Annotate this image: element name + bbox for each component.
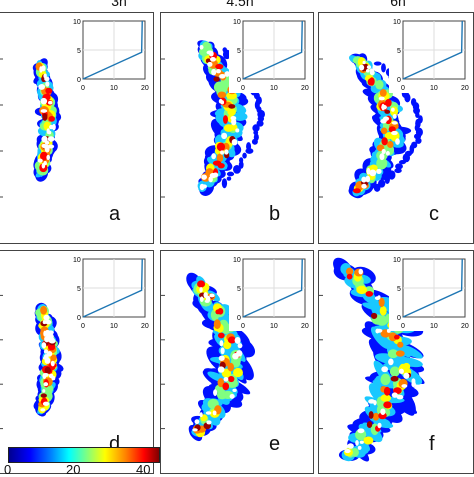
inset-ramp-line <box>82 258 143 318</box>
inset-x-tick: 0 <box>241 323 245 330</box>
inset-svg: 0 10 20 0 5 10 <box>393 257 469 330</box>
inset-plot: 0 10 20 0 5 10 <box>389 255 473 331</box>
panel-label: e <box>269 433 281 455</box>
inset-x-tick: 20 <box>461 85 469 92</box>
inset-y-tick: 0 <box>77 77 81 84</box>
inset-y-tick: 10 <box>393 19 401 26</box>
inset-ramp-line <box>402 258 463 318</box>
inset-x-tick: 20 <box>301 85 309 92</box>
inset-y-tick: 5 <box>77 286 81 293</box>
inset-y-tick: 0 <box>77 315 81 322</box>
inset-ramp-line <box>402 20 463 80</box>
inset-y-tick: 10 <box>73 19 81 26</box>
panel-label: c <box>429 203 439 225</box>
inset-svg: 0 10 20 0 5 10 <box>393 19 469 92</box>
heatmap-field <box>161 272 256 442</box>
column-title-2: 4.5h <box>226 0 254 9</box>
panel-label: f <box>429 433 435 455</box>
inset-x-tick: 10 <box>270 85 278 92</box>
inset-plot: 0 10 20 0 5 10 <box>389 17 473 93</box>
inset-x-tick: 20 <box>141 85 149 92</box>
inset-x-tick: 20 <box>301 323 309 330</box>
heatmap-field <box>319 53 423 199</box>
inset-ramp-line <box>242 20 303 80</box>
inset-y-tick: 5 <box>237 286 241 293</box>
inset-y-tick: 5 <box>237 48 241 55</box>
colorbar-tick-0: 0 <box>4 462 12 477</box>
panel-a: 0 10 20 0 5 10 a <box>0 12 154 244</box>
panel-d: 0 10 20 0 5 10 d <box>0 250 154 474</box>
inset-plot: 0 10 20 0 5 10 <box>69 17 153 93</box>
inset-plot: 0 10 20 0 5 10 <box>229 255 313 331</box>
inset-ramp-line <box>82 20 143 80</box>
inset-y-tick: 5 <box>397 48 401 55</box>
inset-x-tick: 0 <box>401 85 405 92</box>
colorbar <box>8 447 160 463</box>
column-title-3: 6h <box>390 0 406 9</box>
inset-x-tick: 10 <box>110 85 118 92</box>
inset-svg: 0 10 20 0 5 10 <box>233 257 309 330</box>
inset-y-tick: 10 <box>233 257 241 264</box>
inset-y-tick: 0 <box>397 77 401 84</box>
inset-svg: 0 10 20 0 5 10 <box>73 19 149 92</box>
inset-x-tick: 0 <box>81 85 85 92</box>
inset-y-tick: 0 <box>237 315 241 322</box>
panel-label: a <box>109 203 121 225</box>
panel-b: 0 10 20 0 5 10 b <box>160 12 314 244</box>
inset-y-tick: 10 <box>233 19 241 26</box>
heatmap-field <box>319 257 425 462</box>
inset-svg: 0 10 20 0 5 10 <box>73 257 149 330</box>
inset-plot: 0 10 20 0 5 10 <box>69 255 153 331</box>
inset-x-tick: 10 <box>110 323 118 330</box>
inset-y-tick: 5 <box>397 286 401 293</box>
inset-plot: 0 10 20 0 5 10 <box>229 17 313 93</box>
inset-ramp-line <box>242 258 303 318</box>
inset-svg: 0 10 20 0 5 10 <box>233 19 309 92</box>
panel-label: b <box>269 203 281 225</box>
inset-x-tick: 20 <box>141 323 149 330</box>
column-title-1: 3h <box>111 0 127 9</box>
inset-x-tick: 0 <box>401 323 405 330</box>
inset-x-tick: 0 <box>241 85 245 92</box>
panel-e: 0 10 20 0 5 10 e <box>160 250 314 474</box>
inset-x-tick: 10 <box>430 323 438 330</box>
panel-label: d <box>109 433 121 455</box>
inset-y-tick: 0 <box>397 315 401 322</box>
colorbar-tick-20: 20 <box>66 462 81 477</box>
heatmap-field <box>0 294 64 430</box>
heatmap-field <box>0 58 62 198</box>
colorbar-tick-40: 40 <box>136 462 151 477</box>
panel-f: 0 10 20 0 5 10 f <box>318 250 474 474</box>
inset-y-tick: 10 <box>73 257 81 264</box>
inset-x-tick: 0 <box>81 323 85 330</box>
inset-y-tick: 10 <box>393 257 401 264</box>
inset-x-tick: 10 <box>430 85 438 92</box>
inset-x-tick: 20 <box>461 323 469 330</box>
inset-y-tick: 0 <box>237 77 241 84</box>
panel-c: 0 10 20 0 5 10 c <box>318 12 474 244</box>
inset-x-tick: 10 <box>270 323 278 330</box>
inset-y-tick: 5 <box>77 48 81 55</box>
